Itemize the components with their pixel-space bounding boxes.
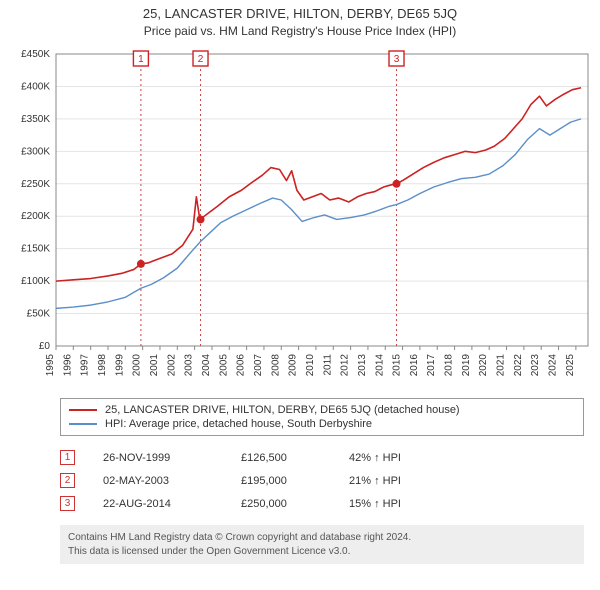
sale-date: 22-AUG-2014	[103, 498, 213, 510]
svg-text:2: 2	[198, 54, 204, 65]
svg-text:1996: 1996	[62, 354, 73, 377]
sale-date: 02-MAY-2003	[103, 475, 213, 487]
legend-row: HPI: Average price, detached house, Sout…	[69, 417, 575, 431]
svg-text:2008: 2008	[270, 354, 281, 377]
sale-row: 3 22-AUG-2014 £250,000 15% ↑ HPI	[60, 492, 584, 515]
legend-row: 25, LANCASTER DRIVE, HILTON, DERBY, DE65…	[69, 403, 575, 417]
title-address: 25, LANCASTER DRIVE, HILTON, DERBY, DE65…	[0, 6, 600, 21]
attribution-line: This data is licensed under the Open Gov…	[68, 545, 576, 559]
svg-text:£100K: £100K	[21, 276, 50, 287]
chart: £0 £50K £100K £150K £200K £250K £300K £350K £400…	[0, 40, 600, 390]
attribution: Contains HM Land Registry data © Crown c…	[60, 525, 584, 564]
svg-text:2005: 2005	[218, 354, 229, 377]
svg-text:£0: £0	[39, 341, 51, 352]
chart-container: 25, LANCASTER DRIVE, HILTON, DERBY, DE65…	[0, 0, 600, 564]
chart-svg: £0 £50K £100K £150K £200K £250K £300K £350K £400…	[0, 40, 600, 390]
svg-text:1998: 1998	[97, 354, 108, 377]
svg-text:1997: 1997	[80, 354, 91, 377]
sale-row: 2 02-MAY-2003 £195,000 21% ↑ HPI	[60, 469, 584, 492]
svg-text:2013: 2013	[357, 354, 368, 377]
svg-text:2019: 2019	[461, 354, 472, 377]
sale-price: £126,500	[241, 452, 321, 464]
svg-text:2023: 2023	[530, 354, 541, 377]
svg-text:2015: 2015	[392, 354, 403, 377]
legend-label: HPI: Average price, detached house, Sout…	[105, 418, 372, 430]
legend: 25, LANCASTER DRIVE, HILTON, DERBY, DE65…	[60, 398, 584, 436]
legend-swatch	[69, 423, 97, 425]
svg-text:2009: 2009	[288, 354, 299, 377]
sale-price: £250,000	[241, 498, 321, 510]
svg-text:2022: 2022	[513, 354, 524, 377]
svg-text:2018: 2018	[444, 354, 455, 377]
svg-text:1: 1	[138, 54, 144, 65]
svg-text:£450K: £450K	[21, 49, 50, 60]
sale-marker: 3	[60, 496, 75, 511]
sales-table: 1 26-NOV-1999 £126,500 42% ↑ HPI 2 02-MA…	[60, 446, 584, 515]
svg-text:£50K: £50K	[27, 309, 51, 320]
svg-text:£200K: £200K	[21, 211, 50, 222]
svg-text:2010: 2010	[305, 354, 316, 377]
title-subtitle: Price paid vs. HM Land Registry's House …	[0, 24, 600, 38]
sale-row: 1 26-NOV-1999 £126,500 42% ↑ HPI	[60, 446, 584, 469]
svg-text:2007: 2007	[253, 354, 264, 377]
legend-swatch	[69, 409, 97, 411]
sale-price: £195,000	[241, 475, 321, 487]
svg-text:3: 3	[394, 54, 400, 65]
svg-text:£350K: £350K	[21, 114, 50, 125]
sale-hpi: 15% ↑ HPI	[349, 498, 419, 510]
svg-text:£300K: £300K	[21, 146, 50, 157]
svg-text:2006: 2006	[236, 354, 247, 377]
svg-text:2016: 2016	[409, 354, 420, 377]
attribution-line: Contains HM Land Registry data © Crown c…	[68, 531, 576, 545]
sale-date: 26-NOV-1999	[103, 452, 213, 464]
legend-label: 25, LANCASTER DRIVE, HILTON, DERBY, DE65…	[105, 404, 460, 416]
titles: 25, LANCASTER DRIVE, HILTON, DERBY, DE65…	[0, 0, 600, 40]
svg-text:2017: 2017	[426, 354, 437, 377]
svg-text:£150K: £150K	[21, 244, 50, 255]
svg-text:1999: 1999	[114, 354, 125, 377]
svg-text:2001: 2001	[149, 354, 160, 377]
svg-text:2011: 2011	[322, 354, 333, 376]
svg-text:2024: 2024	[548, 354, 559, 377]
sale-marker: 1	[60, 450, 75, 465]
sale-marker: 2	[60, 473, 75, 488]
svg-text:2025: 2025	[565, 354, 576, 377]
sale-hpi: 21% ↑ HPI	[349, 475, 419, 487]
sale-hpi: 42% ↑ HPI	[349, 452, 419, 464]
svg-text:1995: 1995	[45, 354, 56, 377]
svg-text:£400K: £400K	[21, 81, 50, 92]
svg-text:2003: 2003	[184, 354, 195, 377]
svg-text:2014: 2014	[374, 354, 385, 377]
svg-text:2021: 2021	[496, 354, 507, 377]
svg-text:2002: 2002	[166, 354, 177, 377]
svg-text:2004: 2004	[201, 354, 212, 377]
svg-text:£250K: £250K	[21, 179, 50, 190]
svg-text:2012: 2012	[340, 354, 351, 377]
svg-text:2020: 2020	[478, 354, 489, 377]
svg-text:2000: 2000	[132, 354, 143, 377]
